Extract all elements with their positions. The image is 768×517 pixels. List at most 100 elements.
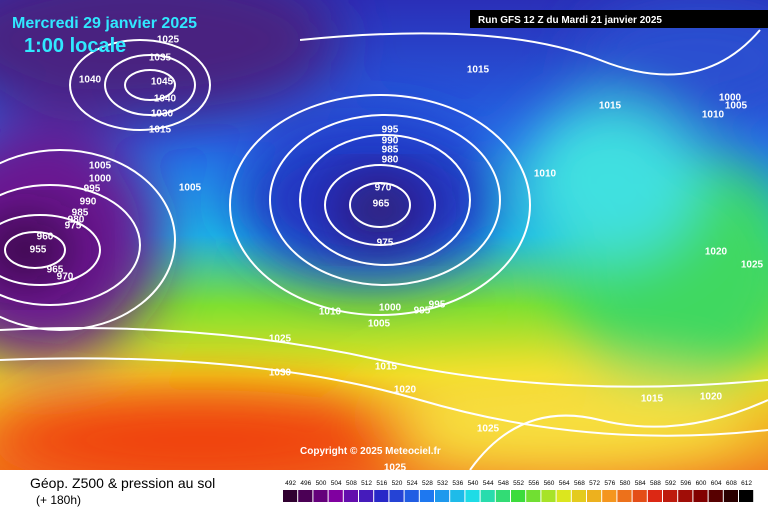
isobar-label: 980: [382, 155, 399, 166]
colorbar-swatch: [480, 490, 495, 502]
colorbar-swatch: [283, 490, 298, 502]
isobar-label: 965: [373, 199, 390, 210]
isobar-label: 1025: [741, 260, 764, 271]
isobar-label: 975: [65, 221, 82, 232]
isobar-label: 1015: [149, 125, 172, 136]
isobar-label: 975: [377, 238, 394, 249]
colorbar-label: 596: [680, 480, 691, 487]
run-box: [470, 10, 768, 28]
colorbar-label: 520: [392, 480, 403, 487]
colorbar-swatch: [465, 490, 480, 502]
isobar-label: 1015: [641, 394, 664, 405]
colorbar-swatch: [647, 490, 662, 502]
isobar-label: 985: [72, 208, 89, 219]
isobar-label: 970: [375, 183, 392, 194]
colorbar-swatch: [708, 490, 723, 502]
colorbar-swatch: [663, 490, 678, 502]
colorbar-swatch: [556, 490, 571, 502]
colorbar-swatch: [678, 490, 693, 502]
colorbar-label: 540: [468, 480, 479, 487]
colorbar-swatch: [511, 490, 526, 502]
colorbar-label: 560: [544, 480, 555, 487]
colorbar-label: 492: [285, 480, 296, 487]
isobar-label: 990: [80, 197, 97, 208]
isobar-label: 965: [47, 265, 64, 276]
isobar-label: 995: [429, 300, 446, 311]
colorbar-swatch: [328, 490, 343, 502]
colorbar-label: 572: [589, 480, 600, 487]
isobar-label: 1025: [157, 35, 180, 46]
isobar-label: 1000: [719, 93, 742, 104]
colorbar-swatch: [587, 490, 602, 502]
isobar-label: 1025: [269, 334, 292, 345]
colorbar-label: 544: [483, 480, 494, 487]
colorbar-swatch: [495, 490, 510, 502]
isobar-label: 1000: [89, 174, 112, 185]
copyright: Copyright © 2025 Meteociel.fr: [300, 446, 441, 457]
colorbar-swatch: [298, 490, 313, 502]
colorbar-label: 504: [331, 480, 342, 487]
colorbar-label: 512: [361, 480, 372, 487]
isobar-label: 1030: [269, 368, 292, 379]
colorbar-label: 556: [528, 480, 539, 487]
colorbar-label: 552: [513, 480, 524, 487]
colorbar-swatch: [343, 490, 358, 502]
run-text: Run GFS 12 Z du Mardi 21 janvier 2025: [478, 15, 662, 26]
colorbar-label: 588: [650, 480, 661, 487]
colorbar-swatch: [693, 490, 708, 502]
colorbar-label: 548: [498, 480, 509, 487]
legend-title: Géop. Z500 & pression au sol: [30, 475, 215, 491]
colorbar-label: 576: [604, 480, 615, 487]
isobar-label: 955: [30, 245, 47, 256]
colorbar-swatch: [617, 490, 632, 502]
isobar-label: 1025: [384, 463, 407, 474]
isobar-label: 995: [84, 184, 101, 195]
isobar-label: 1030: [151, 109, 174, 120]
colorbar-swatch: [571, 490, 586, 502]
map-background: [0, 0, 768, 470]
isobar-label: 1005: [725, 101, 748, 112]
isobar-label: 1010: [534, 169, 557, 180]
colorbar-label: 612: [741, 480, 752, 487]
colorbar-label: 524: [407, 480, 418, 487]
colorbar-label: 564: [559, 480, 570, 487]
colorbar-label: 604: [711, 480, 722, 487]
isobar-label: 1020: [700, 392, 723, 403]
isobar-label: 1015: [599, 101, 622, 112]
isobar-label: 970: [57, 272, 74, 283]
colorbar-label: 516: [376, 480, 387, 487]
isobar-label: 1020: [705, 247, 728, 258]
colorbar-label: 508: [346, 480, 357, 487]
isobar-label: 1010: [702, 110, 725, 121]
colorbar-label: 592: [665, 480, 676, 487]
isobar-label: 1040: [154, 94, 177, 105]
isobar-label: 980: [68, 215, 85, 226]
isobar-label: 1025: [477, 424, 500, 435]
isobar-label: 1005: [89, 161, 112, 172]
colorbar-label: 568: [574, 480, 585, 487]
colorbar-swatch: [526, 490, 541, 502]
isobar-label: 1010: [319, 307, 342, 318]
colorbar-swatch: [313, 490, 328, 502]
colorbar-swatch: [723, 490, 738, 502]
legend-lead: (+ 180h): [36, 493, 81, 507]
isobar-label: 1005: [179, 183, 202, 194]
colorbar-label: 584: [635, 480, 646, 487]
colorbar-swatch: [374, 490, 389, 502]
isobar-label: 995: [414, 306, 431, 317]
isobar-label: 985: [382, 145, 399, 156]
colorbar-swatch: [739, 490, 754, 502]
colorbar-swatch: [632, 490, 647, 502]
colorbar-label: 500: [316, 480, 327, 487]
isobar-label: 1040: [79, 75, 102, 86]
colorbar-label: 608: [726, 480, 737, 487]
colorbar-swatch: [359, 490, 374, 502]
colorbar-swatch: [602, 490, 617, 502]
colorbar-label: 528: [422, 480, 433, 487]
isobar-label: 990: [382, 136, 399, 147]
colorbar-swatch: [404, 490, 419, 502]
colorbar-label: 580: [620, 480, 631, 487]
isobar-label: 995: [382, 125, 399, 136]
colorbar-swatch: [450, 490, 465, 502]
